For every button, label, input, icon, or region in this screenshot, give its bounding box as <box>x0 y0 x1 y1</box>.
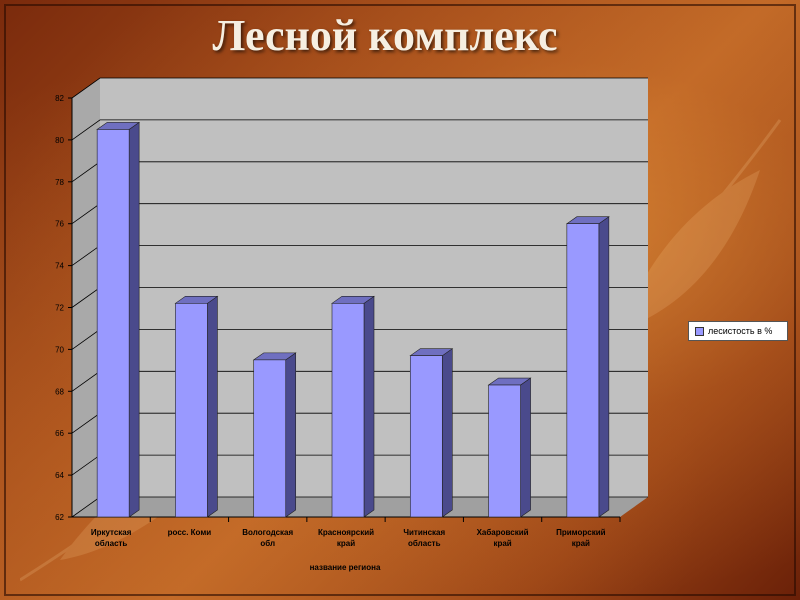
y-tick-label-64: 64 <box>55 471 64 480</box>
x-category-label-2: Вологодская обл <box>242 528 293 548</box>
bar-6 <box>565 216 610 518</box>
x-category-label-3: Красноярский край <box>318 528 374 548</box>
gridline-80 <box>71 119 648 141</box>
bar-0 <box>96 121 141 518</box>
slide-title: Лесной комплекс <box>212 11 558 60</box>
y-tick-label-66: 66 <box>55 429 64 438</box>
y-tick-label-68: 68 <box>55 387 64 396</box>
bar-front-4 <box>409 355 443 518</box>
x-axis-title: название региона <box>310 563 381 572</box>
legend-series-name: лесистость в % <box>708 326 773 336</box>
bar-side-4 <box>441 348 453 518</box>
bar-side-0 <box>128 121 140 518</box>
x-axis-labels: Иркутская область росс. Коми Вологодская обл… <box>91 517 621 548</box>
bar-4 <box>409 348 454 518</box>
bar-front-2 <box>253 359 287 518</box>
y-tick-label-78: 78 <box>55 178 64 187</box>
x-category-label-4: Читинская область <box>403 528 445 548</box>
bar-front-1 <box>175 303 208 518</box>
bar-side-5 <box>520 377 531 518</box>
bar-2 <box>252 352 297 518</box>
bar-side-6 <box>598 216 610 518</box>
y-tick-label-82: 82 <box>55 94 64 103</box>
bar-3 <box>331 295 375 518</box>
x-category-label-1: росс. Коми <box>168 528 212 537</box>
chart-legend: лесистость в % <box>688 321 788 341</box>
y-tick-label-80: 80 <box>55 136 64 145</box>
bar-side-3 <box>363 295 375 518</box>
bar-front-0 <box>96 129 130 518</box>
y-tick-label-76: 76 <box>55 220 64 229</box>
bar-side-2 <box>285 352 297 518</box>
y-tick-label-70: 70 <box>55 345 64 354</box>
y-tick-label-72: 72 <box>55 304 64 313</box>
x-category-label-5: Хабаровский край <box>477 528 529 548</box>
bar-5 <box>487 377 532 518</box>
bars <box>96 121 610 518</box>
y-axis-ticks: 62 64 66 68 70 72 74 76 78 80 82 <box>55 94 72 522</box>
y-tick-label-62: 62 <box>55 513 64 522</box>
legend-swatch <box>695 326 704 336</box>
x-category-label-6: Приморский край <box>556 528 606 548</box>
gridline-82 <box>71 77 648 99</box>
bar-1 <box>174 295 219 518</box>
bar-side-1 <box>207 295 218 518</box>
bar-front-3 <box>331 303 365 518</box>
x-category-label-0: Иркутская область <box>91 528 132 548</box>
bar-front-5 <box>488 384 521 518</box>
y-tick-label-74: 74 <box>55 262 64 271</box>
bar-front-6 <box>566 223 600 518</box>
